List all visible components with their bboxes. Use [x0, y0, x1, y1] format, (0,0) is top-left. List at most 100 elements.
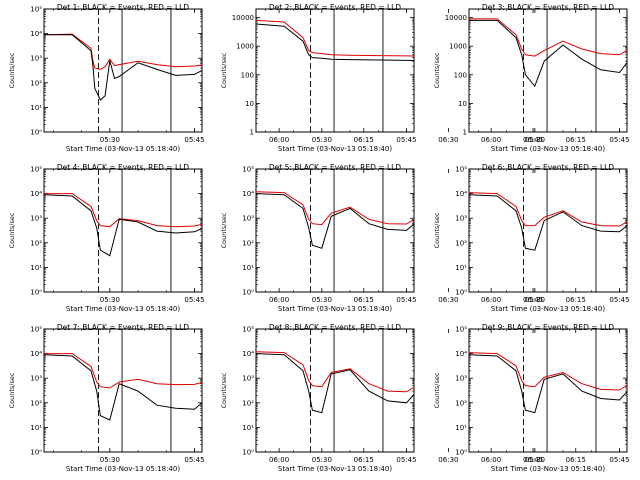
series-lld-line	[44, 353, 202, 389]
y-tick-label: 10³	[30, 375, 42, 383]
y-axis-label: Counts/sec	[8, 372, 16, 408]
x-tick-label: 06:30	[438, 456, 458, 464]
x-tick-label: 05:30	[525, 136, 545, 144]
y-tick-label: 10000	[232, 14, 254, 22]
y-tick-label: 10⁵	[30, 166, 42, 174]
y-tick-label: 10⁰	[242, 449, 254, 457]
marker-lines	[98, 169, 172, 292]
y-tick-label: 100	[454, 71, 467, 79]
x-tick-label: 06:15	[566, 456, 586, 464]
series-lld-line	[256, 191, 414, 226]
y-tick-label: 10⁴	[455, 350, 467, 358]
x-axis-label: Start Time (03-Nov-13 05:18:40)	[491, 465, 605, 473]
x-axis-label: Start Time (03-Nov-13 05:18:40)	[66, 145, 180, 153]
plot-frame	[468, 168, 628, 293]
x-axis-label: Start Time (03-Nov-13 05:18:40)	[491, 145, 605, 153]
x-tick-label: 05:30	[312, 456, 332, 464]
series-events-line	[256, 193, 414, 249]
x-tick-label: 05:45	[609, 296, 629, 304]
y-tick-label: 10²	[30, 79, 42, 87]
y-axis-label: Counts/sec	[433, 52, 441, 88]
plot-frame	[468, 8, 628, 133]
marker-lines	[310, 169, 384, 292]
x-tick-label: 05:45	[609, 456, 629, 464]
x-axis-label: Start Time (03-Nov-13 05:18:40)	[278, 145, 392, 153]
x-tick-label: 06:45	[523, 296, 543, 304]
y-tick-label: 1000	[236, 43, 254, 51]
series-events-line	[256, 23, 414, 62]
marker-lines	[523, 329, 597, 452]
x-tick-label: 05:30	[100, 456, 120, 464]
series-events-line	[469, 194, 627, 251]
x-tick-label: 05:45	[609, 136, 629, 144]
y-tick-label: 1000	[449, 43, 467, 51]
panel-title: Det 4: BLACK = Events, RED = LLD	[57, 163, 189, 172]
x-tick-label: 06:00	[269, 456, 289, 464]
panel-det-9: Det 9: BLACK = Events, RED = LLD 10⁰ 10¹ 10…	[433, 323, 630, 473]
y-axis-label: Counts/sec	[220, 212, 228, 248]
marker-lines	[310, 329, 384, 452]
panel-title: Det 6: BLACK = Events, RED = LLD	[482, 163, 614, 172]
series-group	[256, 351, 414, 414]
panel-det-1: Det 1: BLACK = Events, RED = LLD10⁰10¹10…	[8, 3, 543, 153]
panel-det-3: Det 3: BLACK = Events, RED = LLD 1 10 100 10…	[433, 3, 630, 153]
series-events-line	[44, 194, 202, 257]
y-tick-label: 10⁴	[30, 190, 42, 198]
panel-title: Det 7: BLACK = Events, RED = LLD	[57, 323, 189, 332]
panel-title: Det 2: BLACK = Events, RED = LLD	[269, 3, 401, 12]
plot-frame	[255, 168, 415, 293]
y-tick-label: 10	[458, 100, 467, 108]
x-tick-label: 06:15	[354, 136, 374, 144]
series-events-line	[44, 34, 202, 101]
y-tick-label: 10³	[242, 375, 254, 383]
plot-frame	[468, 328, 628, 453]
series-lld-line	[256, 19, 414, 57]
x-axis-label: Start Time (03-Nov-13 05:18:40)	[278, 465, 392, 473]
y-axis-label: Counts/sec	[8, 52, 16, 88]
y-tick-label: 10¹	[242, 424, 254, 432]
x-tick-label: 06:15	[354, 296, 374, 304]
y-tick-label: 10¹	[30, 424, 42, 432]
x-tick-label: 06:45	[523, 136, 543, 144]
y-tick-label: 10³	[455, 375, 467, 383]
series-events-line	[44, 354, 202, 421]
y-tick-label: 10⁵	[455, 326, 467, 334]
series-group	[44, 353, 202, 421]
x-tick-label: 05:30	[312, 136, 332, 144]
marker-lines	[523, 169, 597, 292]
y-tick-label: 10⁴	[455, 190, 467, 198]
panel-title: Det 9: BLACK = Events, RED = LLD	[482, 323, 614, 332]
series-lld-line	[44, 33, 202, 70]
y-tick-label: 10⁴	[30, 350, 42, 358]
y-tick-label: 10⁰	[30, 449, 42, 457]
x-tick-label: 05:45	[184, 456, 204, 464]
plot-frame	[255, 328, 415, 453]
marker-lines	[523, 9, 597, 132]
panel-det-6: Det 6: BLACK = Events, RED = LLD 10⁰ 10¹ 10…	[433, 163, 630, 313]
x-tick-label: 06:00	[481, 456, 501, 464]
y-tick-label: 10¹	[242, 264, 254, 272]
series-group	[469, 192, 627, 251]
series-lld-line	[469, 18, 627, 57]
y-tick-label: 10⁴	[242, 190, 254, 198]
y-tick-label: 10¹	[455, 264, 467, 272]
series-events-line	[256, 353, 414, 414]
y-tick-label: 10⁴	[242, 350, 254, 358]
x-tick-label: 05:45	[184, 136, 204, 144]
x-axis-label: Start Time (03-Nov-13 05:18:40)	[66, 465, 180, 473]
marker-lines	[98, 329, 172, 452]
y-tick-label: 10⁰	[455, 289, 467, 297]
y-axis-label: Counts/sec	[433, 372, 441, 408]
plot-frame	[255, 8, 415, 133]
x-tick-label: 06:15	[354, 456, 374, 464]
plot-frame	[43, 168, 203, 293]
marker-lines	[310, 9, 384, 132]
plot-frame	[43, 328, 203, 453]
y-tick-label: 10⁵	[242, 326, 254, 334]
y-tick-label: 10²	[30, 399, 42, 407]
x-axis-label: Start Time (03-Nov-13 05:18:40)	[278, 305, 392, 313]
x-tick-label: 06:00	[269, 136, 289, 144]
x-tick-label: 06:30	[438, 296, 458, 304]
x-tick-label: 06:15	[566, 136, 586, 144]
